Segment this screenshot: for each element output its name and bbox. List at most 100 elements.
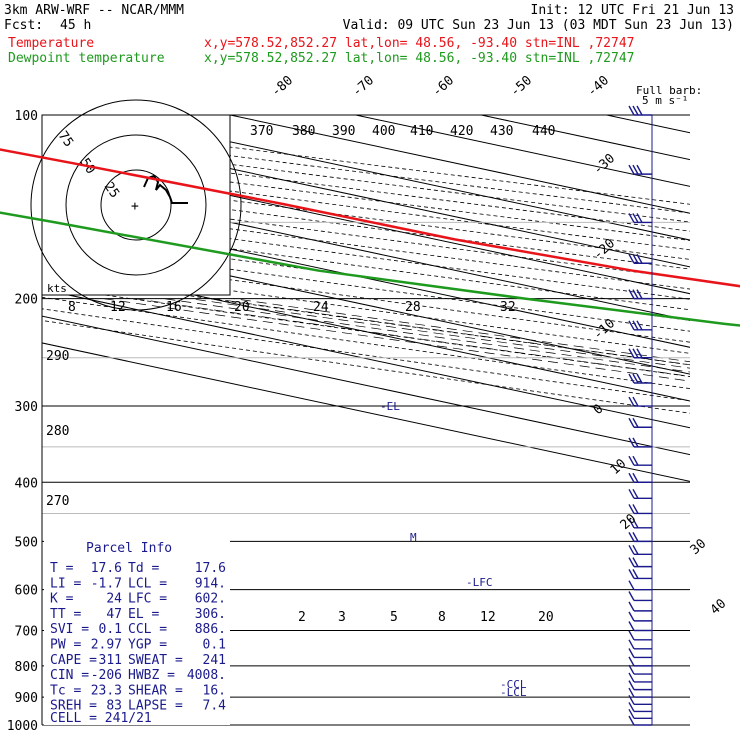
parcel-value: 914. (195, 576, 226, 591)
theta-label: 370 (250, 124, 273, 139)
annotation-lfc: -LFC (466, 576, 493, 589)
hodograph-unit: kts (47, 282, 67, 295)
legend-dewpoint-info: x,y=578.52,852.27 lat,lon= 48.56, -93.40… (204, 51, 634, 66)
speed-scale-label: 24 (313, 300, 329, 315)
moist-adiabat (189, 298, 690, 369)
wind-barb (628, 437, 652, 448)
parcel-row: K = 24 LFC = 602. (50, 592, 226, 607)
parcel-key: SREH = (50, 699, 97, 714)
isotherm-line (42, 315, 690, 456)
wind-barb (628, 630, 652, 641)
wind-barb (628, 702, 652, 713)
isotherm-line (42, 288, 690, 429)
parcel-row: CAPE = 311 SWEAT = 241 (50, 653, 226, 668)
theta-label: 400 (372, 124, 395, 139)
hodograph-ring (100, 169, 172, 241)
isotherm-label: -60 (430, 73, 457, 100)
wind-barb (628, 569, 652, 580)
pressure-tick-label: 300 (15, 400, 38, 415)
parcel-key: CAPE = (50, 653, 97, 668)
header-model: 3km ARW-WRF -- NCAR/MMM (4, 3, 184, 18)
pressure-tick-label: 600 (15, 584, 38, 599)
wind-barb (628, 656, 652, 667)
legend-temperature-label: Temperature (8, 36, 94, 51)
parcel-value: 17.6 (91, 561, 122, 576)
header-valid: Valid: 09 UTC Sun 23 Jun 13 (03 MDT Sun … (343, 18, 734, 33)
wind-barb (628, 164, 652, 175)
wind-barb (628, 417, 652, 428)
theta-label: 380 (292, 124, 315, 139)
wind-barb (628, 488, 652, 500)
isotherm-line (42, 342, 690, 482)
hodograph-trace (143, 174, 188, 204)
header-fcst-value: 45 h (60, 18, 91, 33)
speed-scale-label: 16 (166, 300, 182, 315)
wind-barb (628, 639, 652, 650)
parcel-row: TT = 47 EL = 306. (50, 607, 226, 622)
barb-legend-value: 5 m s⁻¹ (642, 94, 688, 107)
isotherm-line (355, 115, 690, 187)
wind-barb (628, 664, 652, 675)
isotherm-line (230, 115, 690, 214)
wind-barb (628, 544, 652, 555)
pressure-tick-label: 100 (15, 109, 38, 124)
parcel-key: PW = (50, 638, 81, 653)
legend-temperature-info: x,y=578.52,852.27 lat,lon= 48.56, -93.40… (204, 36, 634, 51)
sounding-traces (0, 148, 740, 327)
isotherm-label: 40 (708, 596, 730, 618)
speed-scale-label: 12 (110, 300, 126, 315)
annotation-m: M (410, 531, 417, 544)
parcel-row: CIN = -206 HWBZ = 4008. (50, 668, 226, 683)
wind-barb (628, 708, 652, 719)
parcel-row: SVI = 0.1 CCL = 886. (50, 622, 226, 637)
temperature-line (0, 148, 740, 288)
wind-barb (628, 648, 652, 659)
parcel-row: PW = 2.97 YGP = 0.1 (50, 638, 226, 653)
parcel-value: 17.6 (195, 561, 226, 576)
wind-barb (628, 695, 652, 706)
parcel-value: 16. (203, 683, 226, 698)
wind-barb (628, 557, 652, 568)
wind-barb (628, 348, 652, 359)
parcel-key: SHEAR = (128, 683, 183, 698)
wind-barb (628, 289, 652, 300)
parcel-key: TT = (50, 607, 81, 622)
theta-label: 430 (490, 124, 513, 139)
barb-legend-title: Full barb: (636, 84, 702, 97)
parcel-value: -206 (91, 668, 122, 683)
parcel-value: 4008. (187, 668, 226, 683)
parcel-info-background (44, 537, 230, 725)
isotherm-label: -50 (508, 73, 535, 100)
parcel-key: YGP = (128, 638, 167, 653)
hodograph-ring (30, 99, 242, 311)
wind-barb (628, 472, 652, 483)
wind-barbs (628, 105, 653, 726)
wind-barb (628, 105, 652, 116)
pressure-tick-label: 900 (15, 691, 38, 706)
parcel-key: EL = (128, 607, 159, 622)
isotherm-line (42, 127, 690, 268)
theta-label: 420 (450, 124, 473, 139)
speed-scale-label: 8 (68, 300, 76, 315)
parcel-info-title: Parcel Info (86, 541, 172, 556)
parcel-key: LI = (50, 576, 81, 591)
wind-barb (628, 715, 652, 726)
isotherm-label: -30 (591, 151, 618, 178)
wind-barb (628, 253, 652, 264)
parcel-key: LCL = (128, 576, 167, 591)
isotherm-line (481, 115, 690, 161)
parcel-info-cell: CELL = 241/21 (50, 711, 152, 726)
parcel-key: T = (50, 561, 74, 576)
parcel-key: CCL = (128, 622, 167, 637)
wind-barb (628, 455, 652, 466)
hodograph-origin: + (131, 199, 139, 214)
parcel-key: SVI = (50, 622, 89, 637)
parcel-value: 24 (106, 592, 122, 607)
wind-barb (628, 213, 652, 224)
speed-scale-label: 32 (500, 300, 516, 315)
moist-adiabat (233, 298, 690, 363)
mixing-ratio-label: 8 (438, 610, 446, 625)
legend-dewpoint-label: Dewpoint temperature (8, 51, 165, 66)
